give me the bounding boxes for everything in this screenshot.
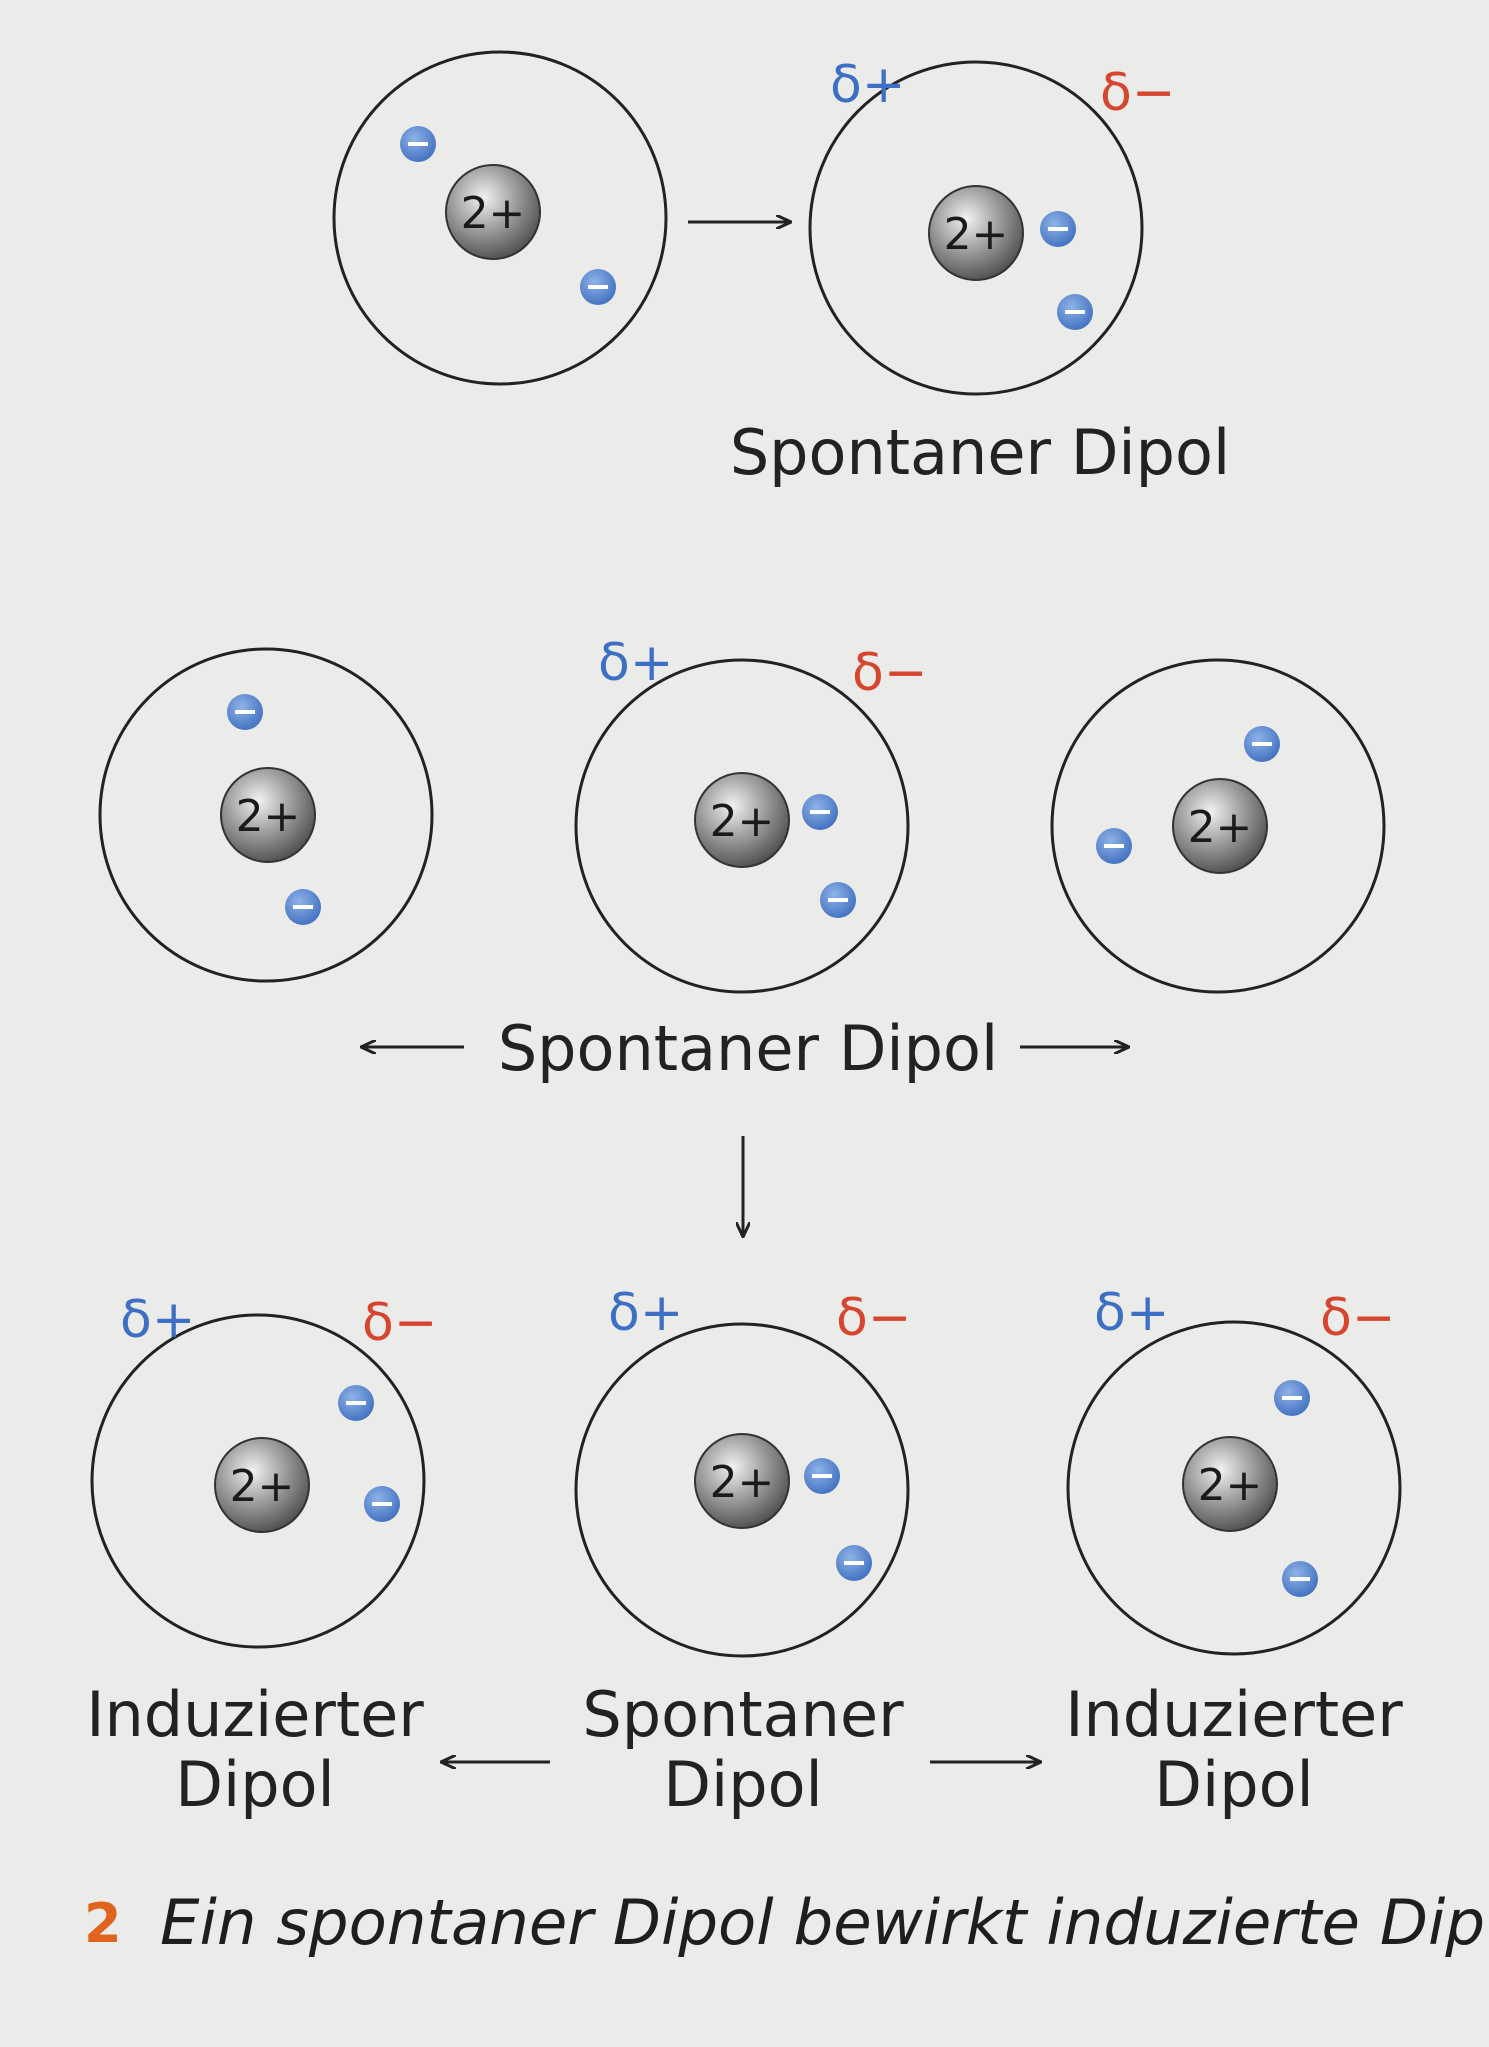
electron [580,269,616,305]
electron-shell [574,658,910,994]
electron [1244,726,1280,762]
electron-shell [574,1322,910,1658]
atom-middle-left: 2+ [98,647,434,983]
electron [804,1458,840,1494]
atom-top-right: 2+ δ+ δ− [808,55,1175,396]
electron [1274,1380,1310,1416]
nucleus [1172,778,1268,874]
atom-bottom-center: 2+ δ+ δ− [574,1283,911,1658]
electron [820,882,856,918]
atom-top-left: 2+ [332,50,668,386]
delta-minus-label: δ− [836,1288,911,1348]
electron-shell [1066,1320,1402,1656]
nucleus [214,1437,310,1533]
nucleus [445,164,541,260]
atom-middle-center: 2+ δ+ δ− [574,633,927,994]
atom-bottom-right: 2+ δ+ δ− [1066,1283,1402,1656]
nucleus-charge: 2+ [710,1457,775,1508]
delta-minus-label: δ− [362,1293,437,1353]
delta-plus-label: δ+ [1094,1283,1169,1343]
nucleus-charge: 2+ [1198,1460,1263,1511]
electron [1096,828,1132,864]
electron [227,694,263,730]
label-top-spontaneous: Spontaner Dipol [730,416,1230,489]
label-bottom-left-line2: Dipol [175,1748,334,1821]
electron [285,889,321,925]
nucleus-charge: 2+ [1188,802,1253,853]
electron [400,126,436,162]
nucleus-charge: 2+ [236,791,301,842]
nucleus-charge: 2+ [230,1461,295,1512]
nucleus [694,1433,790,1529]
electron-shell [98,647,434,983]
nucleus-charge: 2+ [461,188,526,239]
electron-shell [90,1313,426,1649]
electron [802,794,838,830]
delta-plus-label: δ+ [120,1290,195,1350]
label-bottom-left-line1: Induzierter [86,1678,424,1751]
electron [364,1486,400,1522]
electron-shell [1050,658,1386,994]
electron [1057,294,1093,330]
delta-minus-label: δ− [1100,63,1175,123]
label-bottom-right-line2: Dipol [1154,1748,1313,1821]
electron [1282,1561,1318,1597]
delta-plus-label: δ+ [830,55,905,115]
electron-shell [808,60,1144,396]
nucleus [694,772,790,868]
delta-plus-label: δ+ [598,633,673,693]
caption-text: Ein spontaner Dipol bewirkt induzierte D… [160,1886,1485,1959]
atom-bottom-left: 2+ δ+ δ− [90,1290,437,1649]
atom-middle-right: 2+ [1050,658,1386,994]
label-bottom-center-line1: Spontaner [582,1678,904,1751]
label-bottom-right-line1: Induzierter [1065,1678,1403,1751]
delta-minus-label: δ− [852,643,927,703]
electron [338,1385,374,1421]
figure-caption: 2 Ein spontaner Dipol bewirkt induzierte… [84,1886,1485,1959]
nucleus-charge: 2+ [710,796,775,847]
delta-plus-label: δ+ [608,1283,683,1343]
nucleus [1182,1436,1278,1532]
label-bottom-center-line2: Dipol [663,1748,822,1821]
nucleus-charge: 2+ [944,209,1009,260]
delta-minus-label: δ− [1320,1288,1395,1348]
electron [836,1545,872,1581]
electron [1040,211,1076,247]
nucleus [928,185,1024,281]
caption-number: 2 [84,1892,122,1955]
nucleus [220,767,316,863]
electron-shell [332,50,668,386]
label-middle-spontaneous: Spontaner Dipol [498,1012,998,1085]
